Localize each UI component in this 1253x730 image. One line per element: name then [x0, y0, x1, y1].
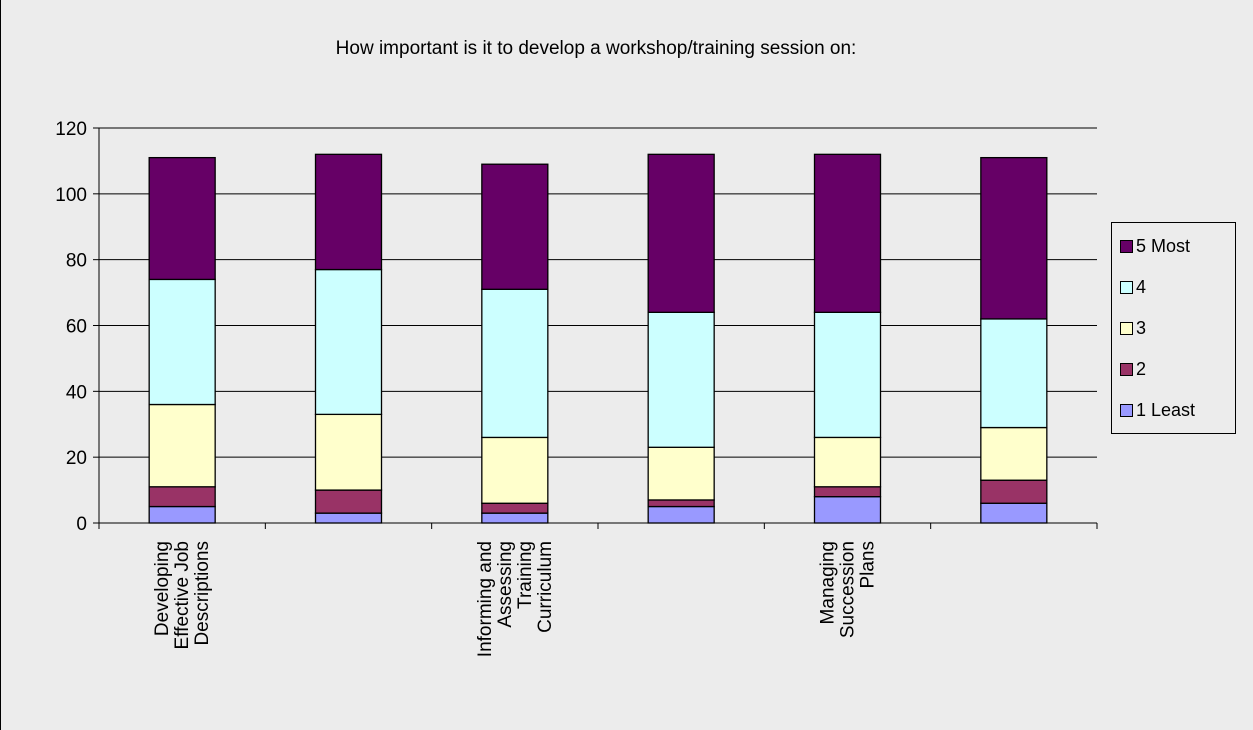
- legend-item: 4: [1120, 276, 1146, 298]
- x-tick-label: Plans: [858, 541, 879, 589]
- y-tick-label: 100: [55, 185, 87, 206]
- bar-segment-3-cat-5: [813, 436, 882, 488]
- legend-swatch: [1120, 403, 1133, 417]
- bar-segment-2-cat-4: [647, 499, 715, 508]
- x-tick-label: Assessing: [495, 541, 516, 628]
- bar-segment-3-cat-1: [148, 403, 216, 488]
- legend-label: 3: [1136, 317, 1147, 338]
- bar-segment-1-cat-1: [148, 505, 216, 524]
- bar-segment-3-cat-2: [314, 413, 383, 491]
- bar-segment-1-cat-5: [813, 496, 882, 524]
- x-tick-label: Succession: [838, 541, 859, 638]
- bar-segment-3-cat-3: [481, 436, 549, 504]
- legend-item: 1 Least: [1120, 399, 1195, 421]
- legend-swatch: [1120, 362, 1133, 376]
- legend-label: 2: [1136, 358, 1147, 379]
- bar-segment-5-cat-1: [148, 156, 216, 281]
- bar-segment-2-cat-5: [813, 486, 882, 498]
- bar-segment-4-cat-3: [481, 288, 549, 439]
- x-tick-label: Curriculum: [535, 541, 556, 633]
- y-tick-label: 60: [66, 317, 87, 338]
- bar-segment-2-cat-1: [148, 486, 216, 508]
- bar-segment-5-cat-2: [314, 153, 383, 271]
- legend-item: 3: [1120, 317, 1146, 339]
- x-tick-label: Effective Job: [172, 541, 193, 649]
- y-tick-label: 0: [76, 514, 87, 535]
- legend-swatch: [1120, 239, 1133, 253]
- legend-swatch: [1120, 280, 1133, 294]
- x-tick-label: Managing: [818, 541, 839, 624]
- bar-segment-3-cat-4: [647, 446, 715, 501]
- legend-label: 1 Least: [1136, 399, 1196, 420]
- y-tick-label: 80: [66, 251, 87, 272]
- bar-segment-5-cat-4: [647, 153, 715, 313]
- bar-segment-2-cat-2: [314, 489, 383, 514]
- bar-segment-2-cat-6: [980, 479, 1048, 504]
- bar-segment-2-cat-3: [481, 502, 549, 514]
- y-tick-label: 120: [55, 119, 87, 140]
- chart-title: How important is it to develop a worksho…: [335, 38, 857, 59]
- y-tick-label: 20: [66, 448, 87, 469]
- bar-segment-4-cat-4: [647, 311, 715, 448]
- legend-item: 5 Most: [1120, 235, 1190, 257]
- bar-segment-5-cat-5: [813, 153, 882, 313]
- bar-segment-1-cat-2: [314, 512, 383, 524]
- bar-segment-1-cat-3: [481, 512, 549, 524]
- bar-segment-4-cat-5: [813, 311, 882, 439]
- bar-segment-4-cat-6: [980, 318, 1048, 429]
- legend-label: 5 Most: [1136, 235, 1191, 256]
- bar-segment-5-cat-6: [980, 156, 1048, 320]
- bar-segment-5-cat-3: [481, 163, 549, 290]
- legend-swatch: [1120, 321, 1133, 335]
- x-tick-label: Descriptions: [192, 541, 213, 646]
- bar-segment-1-cat-4: [647, 505, 715, 524]
- bar-segment-3-cat-6: [980, 426, 1048, 481]
- x-tick-label: Informing and: [475, 541, 496, 657]
- x-tick-label: Training: [515, 541, 536, 609]
- bar-segment-1-cat-6: [980, 502, 1048, 524]
- y-tick-label: 40: [66, 382, 87, 403]
- legend: 5 Most 4 3 2 1 Least: [1111, 222, 1236, 434]
- bar-segment-4-cat-2: [314, 268, 383, 416]
- x-tick-label: Developing: [152, 541, 173, 636]
- legend-label: 4: [1136, 276, 1147, 297]
- bar-segment-4-cat-1: [148, 278, 216, 406]
- legend-item: 2: [1120, 358, 1146, 380]
